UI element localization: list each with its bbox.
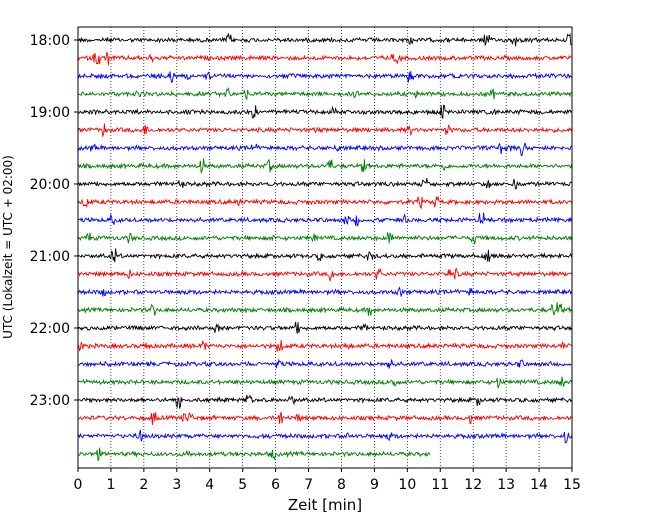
trace-1830 bbox=[77, 71, 572, 84]
trace-group bbox=[77, 32, 573, 461]
x-tick-label: 8 bbox=[337, 477, 346, 493]
trace-2115 bbox=[77, 267, 572, 282]
trace-1900 bbox=[77, 104, 572, 120]
trace-2300 bbox=[77, 394, 572, 410]
y-tick-label: 21:00 bbox=[30, 249, 70, 265]
trace-1945 bbox=[77, 158, 573, 174]
x-tick-label: 9 bbox=[370, 477, 379, 493]
trace-2130 bbox=[77, 286, 573, 297]
trace-2215 bbox=[77, 339, 572, 352]
x-tick-label: 3 bbox=[172, 477, 181, 493]
x-tick-label: 7 bbox=[304, 477, 313, 493]
x-tick-label: 10 bbox=[398, 477, 416, 493]
trace-2030 bbox=[77, 212, 573, 227]
x-tick-label: 14 bbox=[530, 477, 548, 493]
trace-2330 bbox=[77, 429, 573, 444]
x-tick-label: 2 bbox=[139, 477, 148, 493]
y-axis-label: UTC (Lokalzeit = UTC + 02:00) bbox=[1, 155, 15, 339]
y-axis-ticks: 18:00 19:00 20:00 21:00 22:00 23:00 bbox=[30, 33, 78, 409]
y-tick-label: 20:00 bbox=[30, 177, 70, 193]
x-tick-label: 4 bbox=[205, 477, 214, 493]
x-tick-label: 6 bbox=[271, 477, 280, 493]
x-tick-label: 15 bbox=[563, 477, 581, 493]
trace-1915 bbox=[77, 123, 573, 138]
y-tick-label: 18:00 bbox=[30, 33, 70, 49]
x-tick-label: 5 bbox=[238, 477, 247, 493]
trace-1845 bbox=[77, 86, 572, 101]
trace-2245 bbox=[77, 376, 573, 389]
trace-2315 bbox=[77, 411, 572, 425]
x-axis-ticks: 0 1 2 3 4 5 6 7 8 9 10 11 12 13 14 15 bbox=[74, 468, 581, 493]
trace-2100 bbox=[77, 248, 573, 263]
trace-1930 bbox=[77, 142, 572, 156]
trace-2200 bbox=[77, 321, 573, 334]
x-tick-label: 12 bbox=[464, 477, 482, 493]
trace-2145 bbox=[77, 302, 572, 316]
y-tick-label: 19:00 bbox=[30, 105, 70, 121]
y-tick-label: 23:00 bbox=[30, 393, 70, 409]
x-axis-label: Zeit [min] bbox=[288, 496, 362, 514]
x-tick-label: 1 bbox=[106, 477, 115, 493]
trace-2045 bbox=[77, 232, 573, 245]
trace-2230 bbox=[77, 358, 572, 369]
trace-2015 bbox=[77, 195, 573, 210]
trace-1815 bbox=[77, 51, 572, 66]
x-tick-label: 13 bbox=[497, 477, 515, 493]
plot-frame bbox=[77, 26, 573, 469]
x-tick-label: 11 bbox=[431, 477, 449, 493]
trace-2000 bbox=[77, 178, 572, 190]
y-tick-label: 22:00 bbox=[30, 321, 70, 337]
x-tick-label: 0 bbox=[74, 477, 83, 493]
trace-1800 bbox=[77, 32, 572, 47]
trace-2345 bbox=[77, 447, 431, 461]
